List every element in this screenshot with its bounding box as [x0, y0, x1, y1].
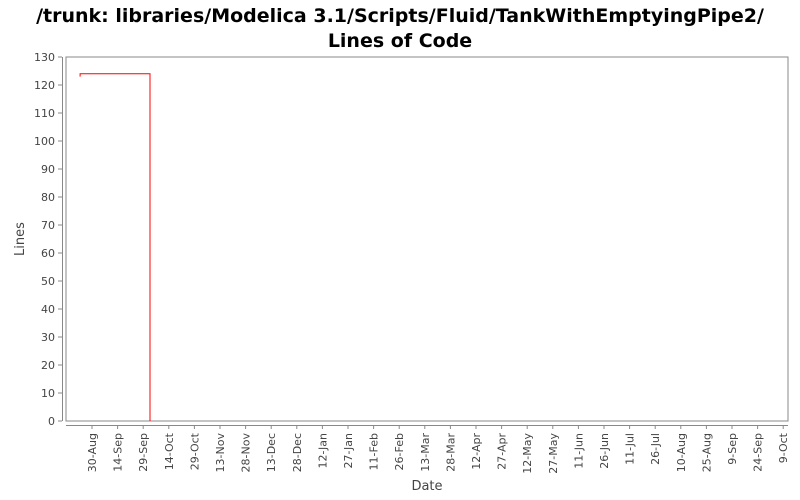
chart-title: /trunk: libraries/Modelica 3.1/Scripts/F… [0, 4, 800, 54]
x-tick-label: 27-Jan [342, 433, 355, 469]
plot-area [65, 56, 789, 422]
x-axis-label: Date [411, 479, 442, 494]
y-axis-label: Lines [13, 222, 28, 256]
y-tick-label: 70 [41, 219, 55, 232]
x-tick-label: 9-Oct [777, 432, 790, 463]
y-tick-label: 40 [41, 303, 55, 316]
y-tick-label: 90 [41, 163, 55, 176]
x-tick-label: 25-Aug [700, 433, 713, 472]
x-tick-label: 26-Jul [649, 433, 662, 465]
x-tick-label: 13-Dec [265, 433, 278, 472]
y-tick-label: 130 [34, 51, 55, 64]
y-tick-label: 80 [41, 191, 55, 204]
x-tick-label: 12-Jan [316, 433, 329, 469]
x-tick-label: 27-May [547, 433, 560, 474]
x-tick-label: 11-Feb [368, 433, 381, 470]
y-tick-label: 30 [41, 331, 55, 344]
x-tick-label: 26-Jun [598, 433, 611, 469]
x-tick-label: 14-Sep [112, 433, 125, 472]
chart-title-line1: /trunk: libraries/Modelica 3.1/Scripts/F… [36, 5, 764, 27]
x-tick-label: 28-Nov [240, 433, 253, 473]
y-tick-label: 50 [41, 275, 55, 288]
series-line [79, 73, 151, 421]
y-tick-label: 110 [34, 107, 55, 120]
x-tick-label: 27-Apr [496, 433, 509, 470]
x-tick-label: 13-Nov [214, 433, 227, 473]
x-tick-label: 10-Aug [675, 433, 688, 472]
chart-subtitle: Lines of Code [327, 30, 473, 52]
y-tick-label: 60 [41, 247, 55, 260]
x-tick-label: 24-Sep [752, 433, 765, 472]
x-tick-label: 12-May [521, 433, 534, 474]
y-tick-label: 120 [34, 79, 55, 92]
x-tick-label: 28-Mar [444, 433, 457, 472]
y-tick-label: 10 [41, 387, 55, 400]
x-tick-label: 9-Sep [726, 433, 739, 465]
x-tick-label: 26-Feb [393, 433, 406, 470]
y-tick-label: 100 [34, 135, 55, 148]
x-tick-label: 11-Jun [572, 433, 585, 469]
x-tick-label: 13-Mar [419, 433, 432, 472]
x-tick-label: 29-Sep [137, 433, 150, 472]
x-tick-label: 29-Oct [188, 432, 201, 470]
x-tick-label: 30-Aug [86, 433, 99, 472]
x-tick-label: 14-Oct [163, 432, 176, 470]
x-tick-label: 28-Dec [291, 433, 304, 472]
x-tick-label: 12-Apr [470, 433, 483, 470]
x-tick-label: 11-Jul [624, 433, 637, 465]
y-tick-label: 0 [48, 415, 55, 428]
y-tick-label: 20 [41, 359, 55, 372]
